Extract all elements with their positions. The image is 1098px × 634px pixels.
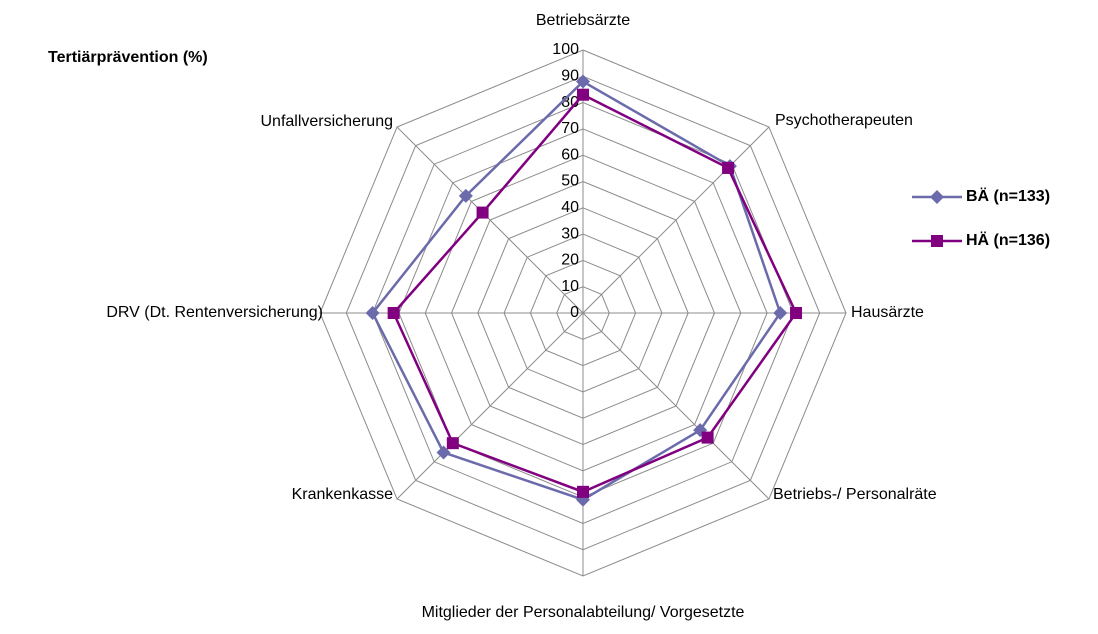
legend-label: BÄ (n=133) <box>966 187 1050 205</box>
legend-label: HÄ (n=136) <box>966 231 1050 249</box>
marker <box>930 190 944 204</box>
category-label: Mitglieder der Personalabteilung/ Vorges… <box>421 604 745 621</box>
r-tick-label: 30 <box>561 225 579 242</box>
spoke <box>396 126 584 314</box>
marker <box>476 206 489 219</box>
marker <box>790 307 803 319</box>
marker <box>365 306 380 320</box>
r-tick-label: 100 <box>552 41 579 58</box>
marker <box>577 485 589 498</box>
r-tick-label: 20 <box>561 252 579 269</box>
marker <box>577 88 589 101</box>
r-tick-label: 40 <box>561 199 579 216</box>
category-label: Hausärzte <box>851 304 924 321</box>
spoke <box>582 126 770 314</box>
marker <box>722 161 735 174</box>
spoke <box>396 312 584 500</box>
category-label: Betriebs-/ Personalräte <box>773 486 937 503</box>
series-line <box>392 93 798 494</box>
r-tick-label: 10 <box>561 278 579 295</box>
marker <box>387 307 400 319</box>
marker <box>931 235 943 247</box>
spoke <box>582 312 770 500</box>
marker <box>701 431 714 444</box>
category-label: Betriebsärzte <box>535 12 631 29</box>
category-label: Unfallversicherung <box>260 113 393 130</box>
marker <box>773 306 788 320</box>
category-label: DRV (Dt. Rentenversicherung) <box>106 304 323 321</box>
marker <box>458 188 473 203</box>
category-label: Krankenkasse <box>291 486 393 503</box>
marker <box>446 437 459 450</box>
r-tick-label: 70 <box>561 120 579 137</box>
chart-title: Tertiärprävention (%) <box>48 49 208 66</box>
r-tick-label: 90 <box>561 68 579 85</box>
category-label: Psychotherapeuten <box>775 112 913 129</box>
marker <box>576 74 590 89</box>
r-tick-label: 60 <box>561 146 579 163</box>
r-tick-label: 50 <box>561 173 579 190</box>
r-tick-label: 0 <box>570 304 579 321</box>
